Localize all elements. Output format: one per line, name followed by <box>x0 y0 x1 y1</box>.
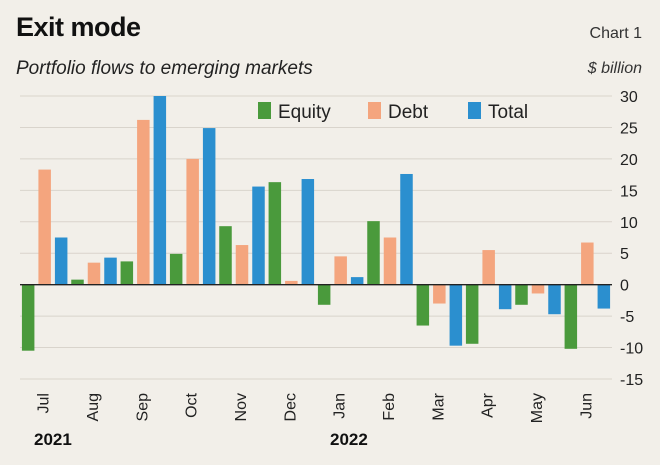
y-tick-label: 15 <box>620 183 638 200</box>
bar-equity-jun <box>564 284 578 349</box>
y-tick-label: 5 <box>620 246 629 263</box>
year-label: 2021 <box>34 430 72 449</box>
x-tick-label: Oct <box>184 392 201 417</box>
bar-total-sep <box>153 96 167 285</box>
bar-debt-sep <box>137 119 150 285</box>
x-tick-label: Jun <box>578 393 595 419</box>
bar-total-jul <box>54 237 68 285</box>
bar-total-jun <box>597 284 611 309</box>
unit-label: $ billion <box>587 60 642 77</box>
bar-debt-apr <box>482 250 495 285</box>
bar-total-aug <box>104 257 117 285</box>
y-tick-label: 30 <box>620 89 638 106</box>
bar-debt-oct <box>186 158 199 285</box>
bar-equity-jan <box>317 284 331 305</box>
x-tick-label: Nov <box>233 393 250 421</box>
x-tick-label: Jan <box>332 393 349 419</box>
legend-label-equity: Equity <box>278 102 331 123</box>
bar-equity-jul <box>21 284 35 351</box>
y-tick-label: 20 <box>620 152 638 169</box>
bar-debt-jun <box>581 242 594 285</box>
bar-total-feb <box>400 173 413 285</box>
bar-debt-dec <box>285 280 298 285</box>
bar-debt-jul <box>38 169 51 285</box>
x-tick-label: Jul <box>36 393 53 413</box>
bar-equity-may <box>515 284 528 305</box>
bar-total-dec <box>301 179 315 285</box>
bar-debt-feb <box>383 237 397 285</box>
bar-equity-aug <box>71 279 84 285</box>
legend-swatch-equity <box>258 102 271 119</box>
bar-debt-nov <box>235 245 249 285</box>
y-tick-label: -15 <box>620 372 643 389</box>
x-tick-label: Feb <box>381 393 398 421</box>
chart-title: Exit mode <box>16 12 141 42</box>
legend-swatch-total <box>468 102 481 119</box>
bar-equity-nov <box>219 226 232 285</box>
x-tick-label: Mar <box>430 392 447 420</box>
chart-subtitle: Portfolio flows to emerging markets <box>16 58 313 79</box>
legend-swatch-debt <box>368 102 381 119</box>
y-tick-label: -5 <box>620 309 634 326</box>
bar-total-nov <box>252 186 265 285</box>
bar-debt-mar <box>433 284 446 304</box>
y-tick-label: 10 <box>620 215 638 232</box>
bar-total-may <box>548 284 561 315</box>
bar-total-mar <box>449 284 463 346</box>
y-tick-label: 0 <box>620 278 629 295</box>
bar-equity-feb <box>367 221 380 285</box>
bar-debt-may <box>531 284 545 294</box>
bar-equity-sep <box>120 261 134 285</box>
bar-total-apr <box>498 284 512 310</box>
legend-label-total: Total <box>488 102 528 123</box>
x-tick-label: Aug <box>85 393 102 421</box>
bar-total-oct <box>202 128 216 285</box>
bar-equity-dec <box>268 182 282 285</box>
bar-debt-aug <box>87 262 101 285</box>
year-label: 2022 <box>330 430 368 449</box>
chart-number-label: Chart 1 <box>589 25 642 42</box>
y-tick-label: -10 <box>620 341 643 358</box>
x-tick-label: Dec <box>282 393 299 421</box>
x-tick-label: Apr <box>480 392 497 418</box>
x-tick-label: May <box>529 393 546 423</box>
legend-label-debt: Debt <box>388 102 429 123</box>
bar-debt-jan <box>334 256 347 285</box>
bar-equity-oct <box>169 253 183 285</box>
bar-equity-mar <box>416 284 430 326</box>
bar-total-jan <box>350 277 364 285</box>
x-tick-label: Sep <box>134 393 151 422</box>
y-tick-label: 25 <box>620 120 638 137</box>
bar-equity-apr <box>465 284 479 344</box>
